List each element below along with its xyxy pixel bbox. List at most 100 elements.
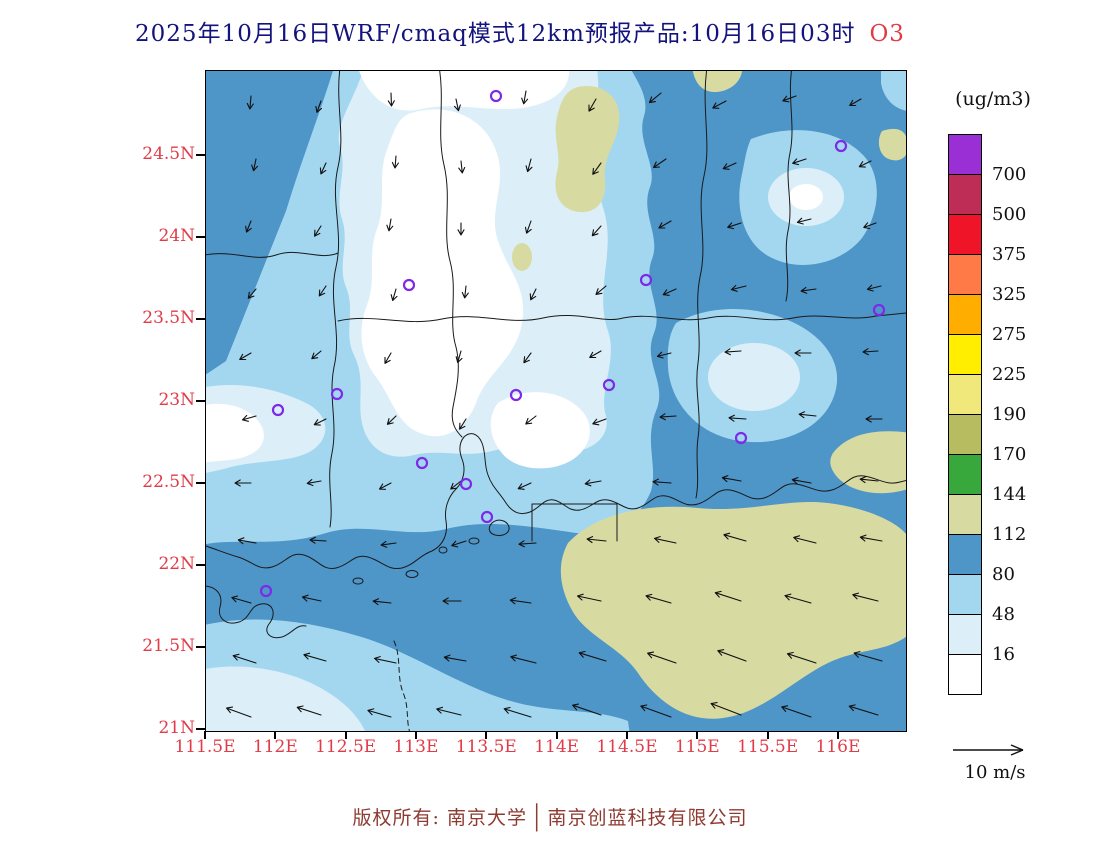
wind-arrow bbox=[786, 651, 817, 664]
lat-tick bbox=[196, 564, 205, 566]
island bbox=[405, 570, 419, 578]
wind-arrow bbox=[592, 418, 607, 426]
colorbar-cell bbox=[948, 214, 982, 255]
wind-arrow bbox=[442, 597, 462, 605]
wind-arrow bbox=[459, 418, 467, 430]
boundary-line-layer bbox=[206, 71, 906, 731]
wind-arrow bbox=[727, 222, 742, 230]
colorbar-labels: 700 500 375 325 275 225 190 170 144 112 80 48 16 bbox=[992, 134, 1062, 708]
lat-tick bbox=[196, 400, 205, 402]
wind-arrow bbox=[231, 595, 252, 604]
city-marker bbox=[834, 139, 848, 153]
wind-arrow bbox=[849, 98, 862, 107]
lat-tick bbox=[196, 728, 205, 730]
chart-title-text: 2025年10月16日WRF/cmaq模式12km预报产品:10月16日03时 bbox=[135, 21, 856, 47]
wind-arrow bbox=[793, 535, 817, 544]
wind-arrow bbox=[592, 162, 602, 175]
wind-arrow bbox=[724, 348, 742, 356]
wind-arrow bbox=[578, 650, 607, 662]
wind-arrow bbox=[372, 598, 392, 606]
colorbar-unit-label: (ug/m3) bbox=[955, 88, 1031, 110]
wind-arrow bbox=[640, 704, 672, 718]
island bbox=[438, 546, 448, 554]
wind-arrow bbox=[315, 100, 323, 113]
wind-arrow bbox=[367, 708, 392, 718]
lon-tick bbox=[836, 731, 839, 739]
wind-arrow bbox=[313, 418, 327, 426]
wind-arrow bbox=[386, 218, 394, 232]
colorbar-cell bbox=[948, 294, 982, 335]
wind-arrow bbox=[576, 593, 602, 602]
city-marker bbox=[415, 456, 429, 470]
colorbar-cell bbox=[948, 134, 982, 175]
wind-arrow bbox=[306, 479, 322, 487]
wind-arrow bbox=[781, 705, 812, 718]
city-marker bbox=[330, 387, 344, 401]
wind-arrow bbox=[792, 158, 807, 166]
wind-arrow bbox=[318, 285, 327, 297]
wind-arrow bbox=[859, 534, 883, 542]
wind-arrow bbox=[226, 706, 252, 718]
wind-arrow bbox=[730, 284, 747, 292]
wind-arrow bbox=[648, 92, 662, 104]
lon-label: 111.5E bbox=[174, 737, 236, 757]
colorbar-cell bbox=[948, 414, 982, 455]
wind-arrow bbox=[455, 350, 463, 364]
wind-arrow bbox=[652, 478, 672, 486]
copyright-separator: │ bbox=[530, 804, 544, 832]
colorbar-label: 112 bbox=[992, 524, 1027, 545]
wind-arrow bbox=[712, 100, 727, 109]
wind-arrow bbox=[595, 285, 607, 295]
wind-arrow bbox=[717, 649, 747, 662]
wind-arrow bbox=[784, 593, 812, 604]
wind-arrow bbox=[296, 705, 322, 716]
colorbar-cell bbox=[948, 254, 982, 295]
city-marker-layer bbox=[259, 89, 886, 598]
wind-arrow bbox=[658, 220, 672, 229]
wind-arrow bbox=[523, 352, 532, 364]
wind-arrow bbox=[387, 92, 395, 107]
city-marker bbox=[480, 510, 494, 524]
wind-arrow bbox=[723, 532, 747, 542]
wind-arrow bbox=[525, 415, 537, 425]
wind-arrow bbox=[247, 288, 257, 299]
province-border bbox=[329, 71, 342, 528]
wind-arrow bbox=[241, 414, 257, 422]
wind-arrow bbox=[863, 222, 877, 230]
province-border bbox=[337, 312, 906, 323]
wind-arrow bbox=[848, 704, 879, 716]
city-marker bbox=[734, 431, 748, 445]
wind-arrow bbox=[309, 536, 327, 544]
wind-arrow bbox=[721, 475, 742, 483]
lat-label: 23N bbox=[158, 390, 195, 410]
wind-arrow bbox=[436, 706, 462, 716]
wind-arrow bbox=[647, 651, 677, 664]
lon-label: 114E bbox=[534, 737, 580, 757]
wind-arrow bbox=[232, 653, 257, 664]
wind-arrow bbox=[518, 540, 537, 548]
contour-map bbox=[206, 71, 906, 731]
city-marker bbox=[872, 303, 886, 317]
wind-arrow bbox=[866, 284, 882, 292]
wind-arrow bbox=[791, 477, 812, 485]
lon-tick bbox=[414, 731, 417, 739]
wind-vector-layer bbox=[226, 90, 883, 718]
wind-arrow bbox=[509, 597, 532, 605]
colorbar-cell bbox=[948, 454, 982, 495]
wind-arrow bbox=[510, 654, 537, 664]
colorbar-label: 170 bbox=[992, 444, 1027, 465]
province-border bbox=[439, 71, 463, 438]
lon-tick bbox=[625, 731, 628, 739]
wind-arrow bbox=[865, 415, 883, 423]
wind-arrow bbox=[645, 593, 672, 604]
wind-arrow bbox=[314, 225, 322, 237]
colorbar-label: 144 bbox=[992, 484, 1027, 505]
lon-tick bbox=[766, 731, 769, 739]
wind-arrow bbox=[521, 90, 529, 105]
city-marker bbox=[602, 378, 616, 392]
wind-arrow bbox=[378, 482, 392, 490]
wind-arrow bbox=[584, 479, 602, 487]
colorbar-cell bbox=[948, 574, 982, 615]
lon-label: 112.5E bbox=[315, 737, 377, 757]
chart-title: 2025年10月16日WRF/cmaq模式12km预报产品:10月16日03时 O… bbox=[0, 14, 1040, 48]
